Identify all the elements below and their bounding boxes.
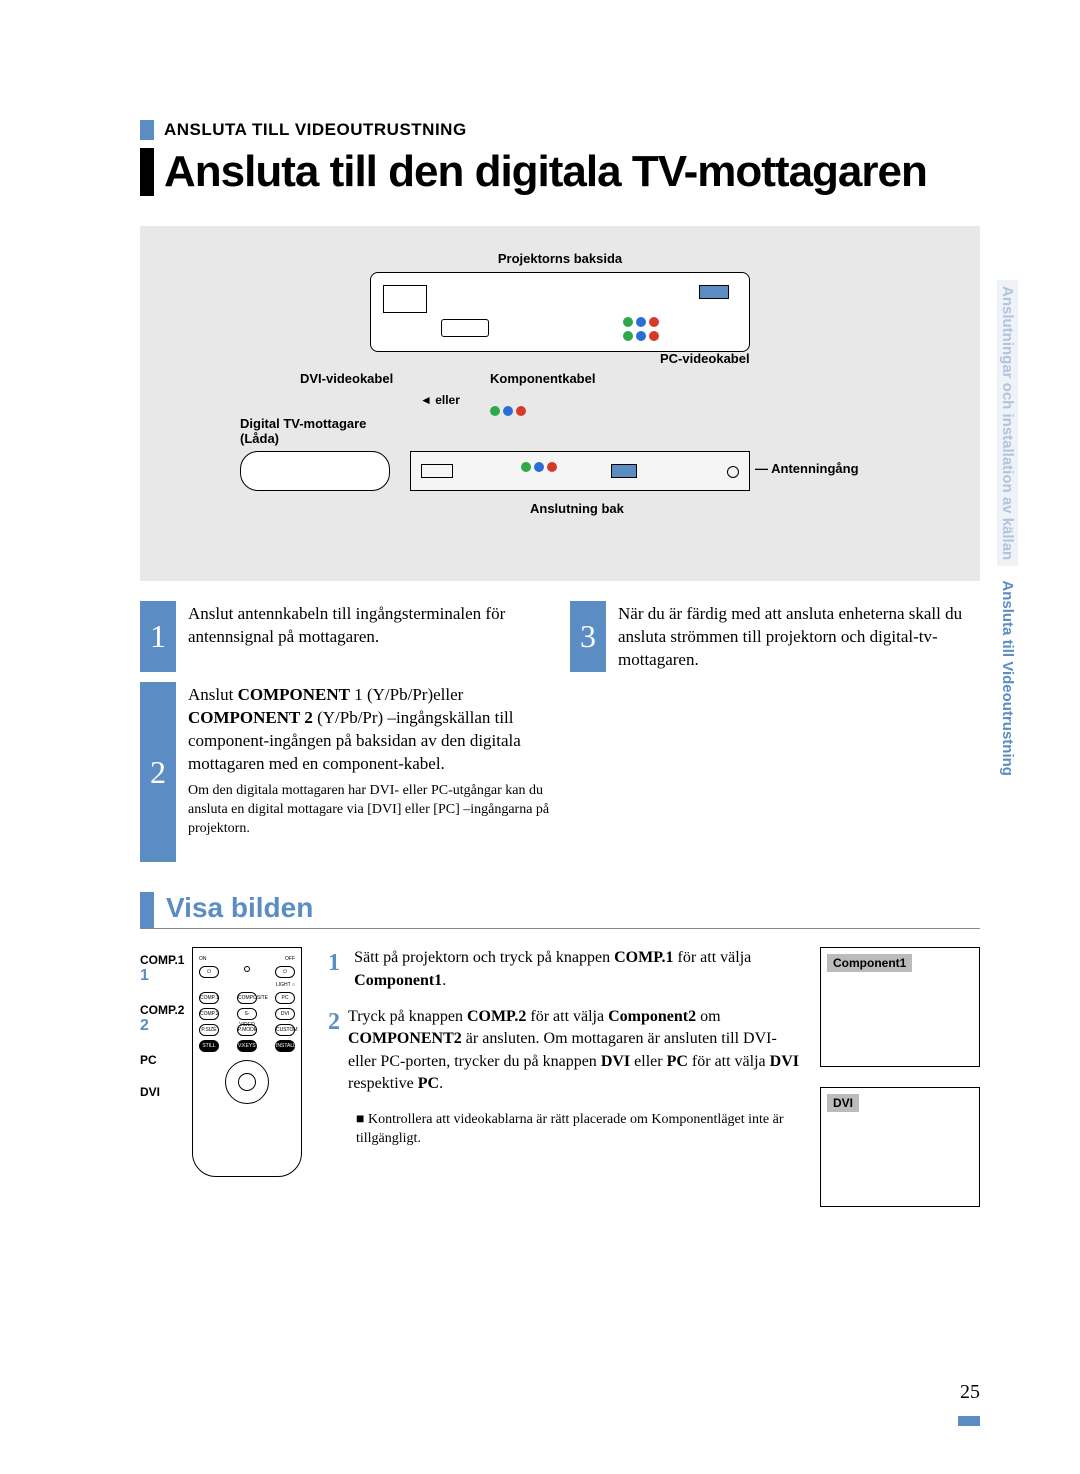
receiver-label-1: Digital TV-mottagare: [240, 416, 366, 431]
page-number-accent: [958, 1416, 980, 1426]
screen-preview-1: Component1: [820, 947, 980, 1067]
component-connector-icon: [490, 406, 526, 416]
projector-back-panel: [370, 272, 750, 352]
antenna-label: — Antenningång: [755, 461, 859, 476]
remote-control-icon: ONOFF ⏻⏻ LIGHT ○ COMP.1COMPOSITEPC COMP.…: [192, 947, 302, 1177]
dvi-cable-label: DVI-videokabel: [300, 371, 393, 386]
pc-cable-label: PC-videokabel: [660, 351, 750, 366]
projector-back-label: Projektorns baksida: [180, 251, 940, 266]
step-2-note: Om den digitala mottagaren har DVI- elle…: [188, 782, 560, 839]
visa-bilden-title: Visa bilden: [140, 892, 980, 929]
step-1-number: 1: [140, 601, 176, 672]
back-connection-label: Anslutning bak: [530, 501, 624, 516]
section-label: ANSLUTA TILL VIDEOUTRUSTNING: [140, 120, 980, 140]
step-2-number: 2: [140, 682, 176, 862]
step-1: 1 Anslut antennkabeln till ingångstermin…: [140, 601, 550, 672]
remote-callout-labels: COMP.11 COMP.22 PC DVI: [140, 953, 184, 1117]
step-3-number: 3: [570, 601, 606, 672]
visa-step-2-text: Tryck på knappen COMP.2 för att välja Co…: [348, 1006, 802, 1096]
step-2: 2 Anslut COMPONENT 1 (Y/Pb/Pr)eller COMP…: [140, 682, 560, 862]
screen-column: Component1 DVI: [820, 947, 980, 1227]
step-3: 3 När du är färdig med att ansluta enhet…: [570, 601, 980, 672]
connection-diagram: Projektorns baksida DVI-videokabel Kompo…: [140, 226, 980, 581]
side-tab-line-1: Anslutningar och installation av källan: [997, 280, 1018, 566]
page-header: ANSLUTA TILL VIDEOUTRUSTNING Ansluta til…: [140, 120, 980, 196]
step-2-text: Anslut COMPONENT 1 (Y/Pb/Pr)eller COMPON…: [188, 682, 560, 862]
page-number: 25: [960, 1381, 980, 1404]
back-connection-panel: [410, 451, 750, 491]
receiver-label-2: (Låda): [240, 431, 279, 446]
visa-text-column: 1 Sätt på projektorn och tryck på knappe…: [328, 947, 802, 1227]
page-title: Ansluta till den digitala TV-mottagaren: [140, 148, 980, 196]
screen-2-label: DVI: [827, 1094, 859, 1112]
screen-preview-2: DVI: [820, 1087, 980, 1207]
visa-step-1-number: 1: [328, 947, 346, 992]
step-3-text: När du är färdig med att ansluta enheter…: [618, 601, 980, 672]
visa-bilden-section: COMP.11 COMP.22 PC DVI ONOFF ⏻⏻ LIGHT ○ …: [140, 947, 980, 1227]
visa-step-2-number: 2: [328, 1006, 340, 1096]
side-tab-line-2: Ansluta till Videoutrustning: [999, 580, 1016, 776]
visa-step-1-text: Sätt på projektorn och tryck på knappen …: [354, 947, 802, 992]
step-1-text: Anslut antennkabeln till ingångsterminal…: [188, 601, 550, 672]
eller-label: ◄ eller: [420, 393, 460, 407]
screen-1-label: Component1: [827, 954, 912, 972]
remote-column: COMP.11 COMP.22 PC DVI ONOFF ⏻⏻ LIGHT ○ …: [140, 947, 310, 1227]
visa-step-1: 1 Sätt på projektorn och tryck på knappe…: [328, 947, 802, 992]
component-cable-label: Komponentkabel: [490, 371, 595, 386]
receiver-box: [240, 451, 390, 491]
visa-step-2: 2 Tryck på knappen COMP.2 för att välja …: [328, 1006, 802, 1096]
visa-note: Kontrollera att videokablarna är rätt pl…: [356, 1110, 802, 1149]
steps-row-2: 2 Anslut COMPONENT 1 (Y/Pb/Pr)eller COMP…: [140, 682, 980, 862]
side-tab: Anslutningar och installation av källan …: [994, 280, 1024, 780]
steps-row-1: 1 Anslut antennkabeln till ingångstermin…: [140, 601, 980, 672]
